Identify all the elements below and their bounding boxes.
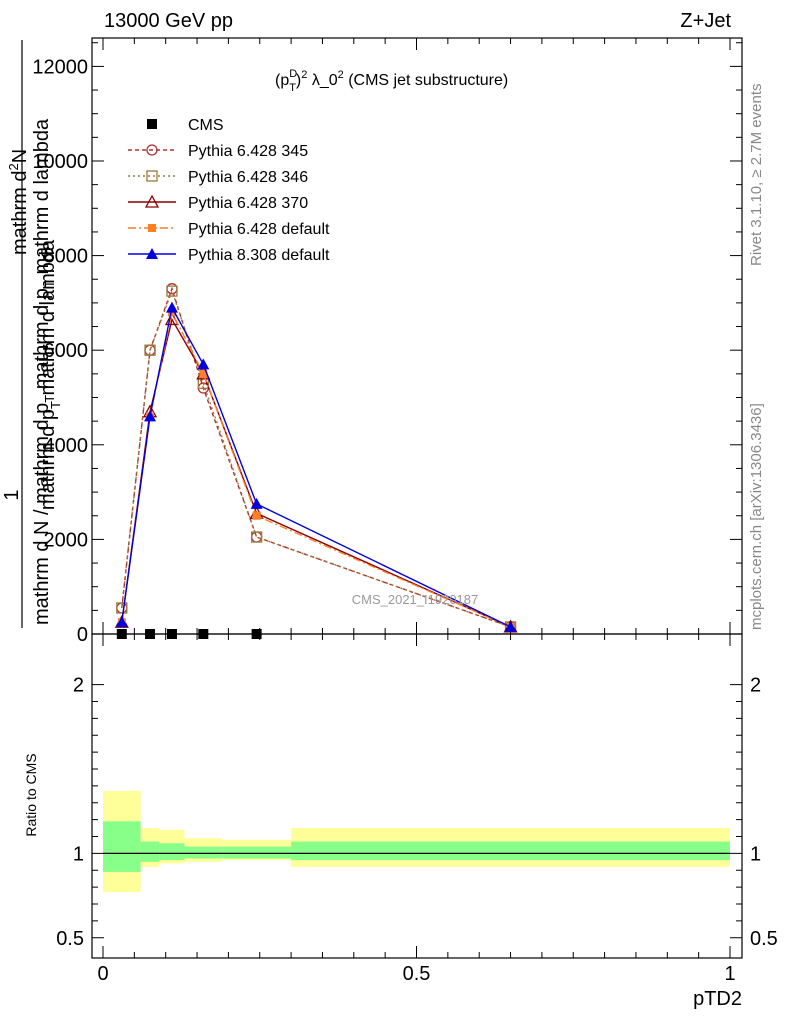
- ratio-band-green: [140, 841, 160, 862]
- series-line-pythia-6-428-346: [121, 288, 511, 628]
- y-tick-label: 2000: [44, 529, 89, 551]
- y-tick-label: 12000: [32, 56, 88, 78]
- data-point-pythia-8-308-default: [250, 497, 263, 509]
- data-point-pythia-6-428-346: [250, 531, 263, 543]
- y-tick-label: 4000: [44, 435, 89, 457]
- ratio-y-tick-label: 0.5: [56, 928, 84, 950]
- ratio-y-tick-label-right: 0.5: [750, 928, 778, 950]
- ratio-y-tick-label: 1: [73, 843, 84, 865]
- legend-label-pythia-6-428-default: Pythia 6.428 default: [188, 221, 330, 238]
- legend-label-cms: CMS: [188, 117, 224, 134]
- main-title: (pD T)2 λ_02 (CMS jet substructure): [275, 68, 508, 94]
- data-point-pythia-8-308-default: [115, 616, 128, 628]
- legend-marker-pythia-6-428-345: [146, 144, 158, 156]
- x-tick-label: 0.5: [403, 963, 431, 985]
- data-point-pythia-6-428-346: [166, 285, 178, 297]
- legend-marker-pythia-6-428-346: [146, 170, 158, 182]
- legend-marker-pythia-8-308-default: [146, 248, 158, 259]
- header-right: Z+Jet: [680, 10, 731, 32]
- legend-marker-cms: [147, 119, 157, 129]
- legend-marker-pythia-6-428-370: [144, 194, 160, 208]
- y-label-numerator: mathrm d2N: [6, 149, 31, 255]
- data-point-pythia-8-308-default: [197, 358, 210, 370]
- legend-marker-pythia-6-428-default: [148, 224, 156, 232]
- ratio-y-label: Ratio to CMS: [23, 753, 39, 836]
- data-point-pythia-8-308-default: [144, 410, 157, 422]
- series-line-pythia-6-428-370: [121, 317, 511, 628]
- ratio-y-tick-label: 2: [73, 675, 84, 697]
- ratio-panel: 0 0.5 1 0.5 0.5 1 1 2 2: [56, 633, 778, 985]
- y-tick-label: 8000: [44, 246, 89, 268]
- y-tick-label: 10000: [32, 151, 88, 173]
- data-point-pythia-8-308-default: [165, 301, 178, 313]
- header-left: 13000 GeV pp: [104, 10, 233, 32]
- ratio-band-green: [184, 846, 223, 859]
- y-label-left-part: mathrm d N / mathrm d pT mathrm d pT mat…: [31, 118, 57, 625]
- legend-label-pythia-8-308-default: Pythia 8.308 default: [188, 247, 330, 264]
- ratio-band-green: [222, 846, 292, 859]
- main-y-axis-label: mathrm d2N 1 mathrm d pT mathrm d lambda…: [1, 40, 63, 628]
- ratio-band-green: [291, 841, 730, 861]
- data-point-pythia-6-428-346: [144, 344, 156, 356]
- main-panel: 0 2000 4000 6000 8000 10000 12000: [32, 37, 743, 646]
- y-tick-label: 6000: [44, 340, 89, 362]
- legend: CMS Pythia 6.428 345 Pythia 6.428 346 Pythi…: [128, 117, 330, 264]
- ratio-y-tick-label-right: 2: [750, 675, 761, 697]
- x-tick-label: 0: [97, 963, 108, 985]
- x-axis-label: pTD2: [693, 988, 742, 1010]
- data-point-pythia-6-428-default: [199, 369, 208, 378]
- ratio-band-green: [159, 843, 185, 861]
- ratio-frame: [91, 633, 743, 959]
- ratio-band-green: [103, 821, 141, 872]
- legend-label-pythia-6-428-345: Pythia 6.428 345: [188, 143, 308, 160]
- data-point-pythia-6-428-default: [252, 511, 261, 520]
- data-point-pythia-8-308-default: [504, 620, 517, 632]
- y-tick-label: 0: [77, 624, 88, 646]
- data-point-pythia-6-428-345: [250, 531, 263, 543]
- x-tick-label: 1: [724, 963, 735, 985]
- series-line-pythia-6-428-345: [121, 286, 511, 628]
- series-line-pythia-6-428-default: [121, 310, 511, 628]
- y-label-one: 1: [1, 489, 23, 500]
- legend-label-pythia-6-428-346: Pythia 6.428 346: [188, 169, 308, 186]
- legend-label-pythia-6-428-370: Pythia 6.428 370: [188, 195, 308, 212]
- data-point-pythia-6-428-346: [116, 602, 128, 614]
- y-label-denominator: mathrm d pT mathrm d lambda: [37, 239, 63, 510]
- series-line-pythia-8-308-default: [121, 305, 511, 628]
- watermark: CMS_2021_I1920187: [352, 592, 479, 607]
- ratio-y-tick-label-right: 1: [750, 843, 761, 865]
